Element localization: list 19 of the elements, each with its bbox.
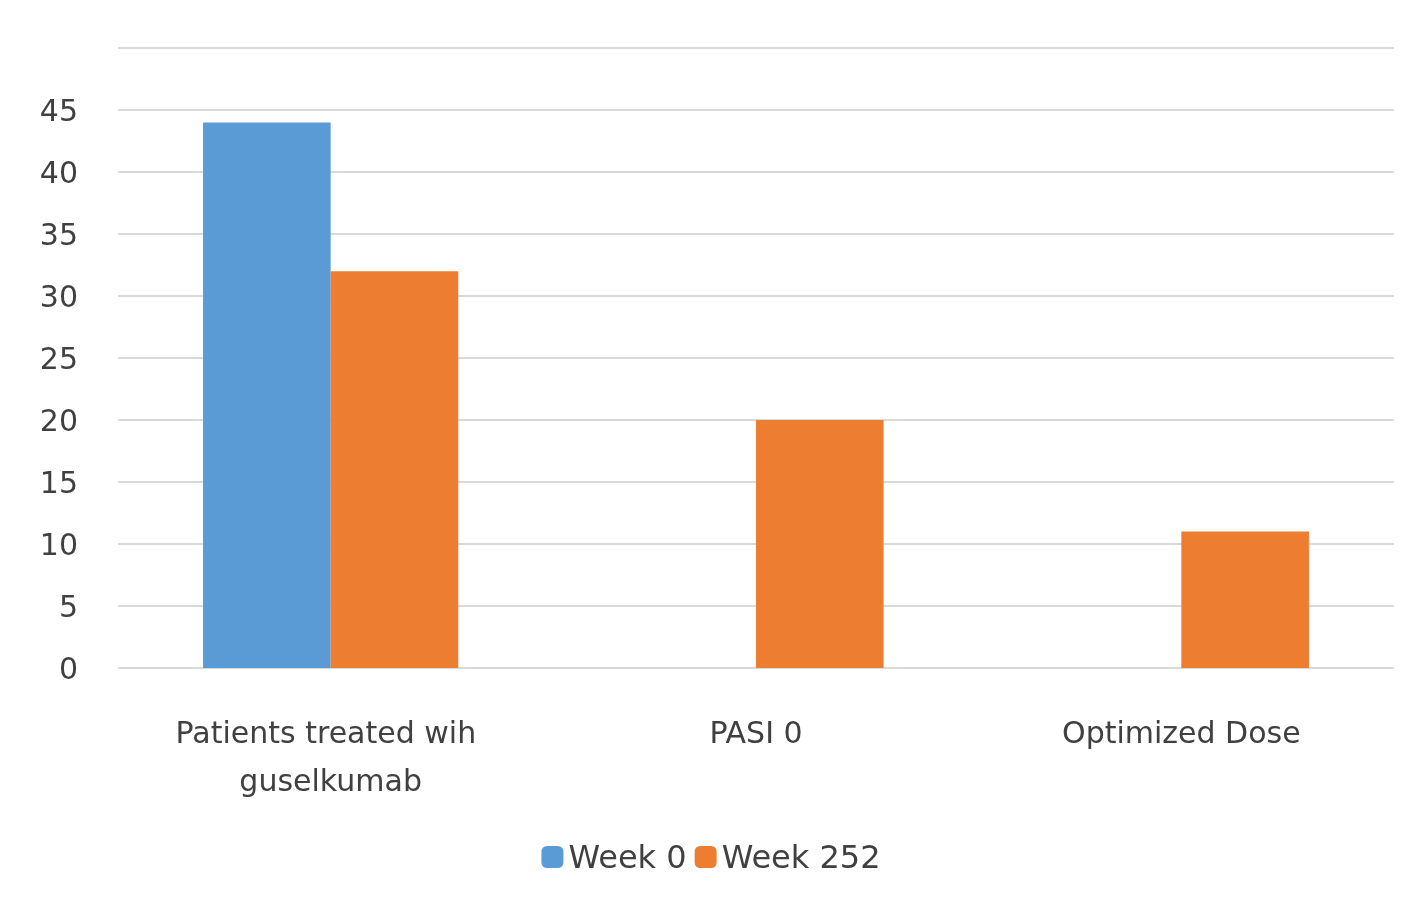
x-tick-label: Optimized Dose bbox=[1062, 714, 1301, 750]
x-tick-label: Patients treated wih guselkumab bbox=[175, 714, 486, 798]
y-tick-label: 5 bbox=[58, 588, 78, 624]
legend-label: Week 0 bbox=[568, 838, 687, 876]
bar bbox=[203, 122, 331, 668]
y-tick-label: 10 bbox=[39, 526, 78, 562]
bar bbox=[756, 420, 884, 668]
bar bbox=[330, 271, 459, 668]
y-tick-label: 30 bbox=[39, 278, 78, 314]
bar bbox=[1181, 531, 1309, 668]
y-tick-label: 35 bbox=[39, 216, 78, 252]
y-tick-label: 20 bbox=[39, 402, 78, 438]
legend-label: Week 252 bbox=[721, 838, 881, 876]
x-tick-label: PASI 0 bbox=[709, 714, 803, 750]
y-tick-label: 40 bbox=[39, 154, 78, 190]
y-tick-label: 25 bbox=[39, 340, 78, 376]
y-tick-label: 0 bbox=[58, 650, 78, 686]
y-tick-label: 45 bbox=[39, 92, 78, 128]
y-tick-label: 15 bbox=[39, 464, 78, 500]
